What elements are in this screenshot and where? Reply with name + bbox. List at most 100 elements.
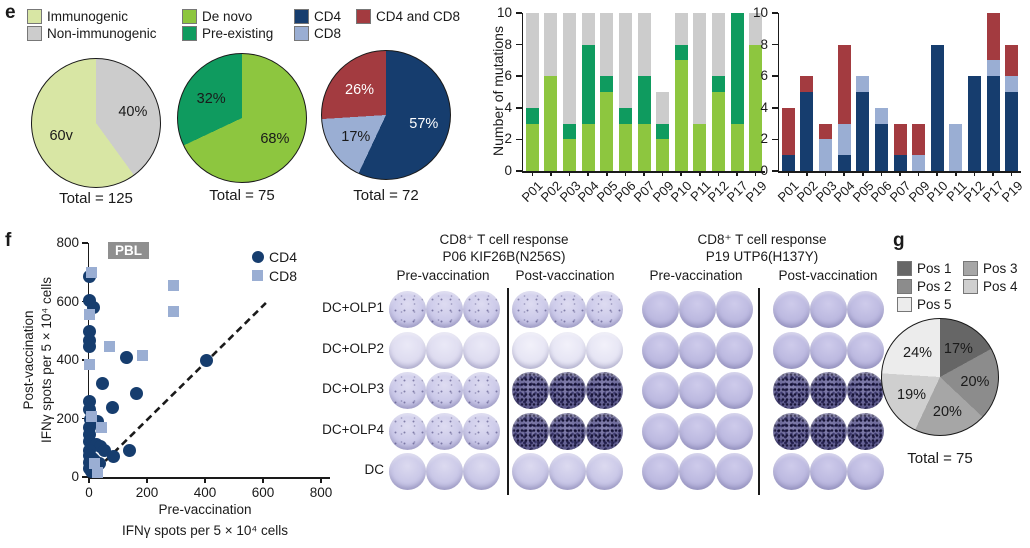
legend-item-label: Non-immunogenic — [47, 26, 157, 41]
elispot-well — [642, 332, 679, 369]
pie-immunogenicity: 40% 60v — [31, 58, 161, 188]
data-point-cd4 — [95, 376, 109, 390]
pie-slice-label-pos-1: 17% — [943, 340, 973, 357]
bar-segment-non-immunogenic — [656, 92, 670, 124]
x-tick-mark — [936, 171, 938, 176]
data-point-cd4 — [130, 386, 144, 400]
elispot-well — [679, 413, 716, 450]
positions-legend-item-pos-3: Pos 3 — [963, 260, 1029, 277]
x-tick-mark — [550, 171, 552, 176]
x-tick-mark — [992, 171, 994, 176]
bar-segment-de-novo — [544, 76, 558, 171]
elispot-well — [642, 291, 679, 328]
y-tick-mark — [516, 75, 522, 77]
legend-item-de-novo: De novo — [182, 8, 294, 25]
bar-segment-cd4-and-cd8 — [819, 123, 833, 140]
elispot-group1-title2: P06 KIF26B(N256S) — [442, 249, 566, 264]
elispot-well — [847, 453, 884, 490]
y-tick-label: 6 — [760, 68, 768, 84]
legend-item-non-immunogenic: Non-immunogenic — [27, 25, 182, 42]
pie-positions-total: Total = 75 — [907, 450, 973, 467]
elispot-well — [426, 413, 463, 450]
bar-segment-non-immunogenic — [618, 13, 632, 108]
elispot-well — [463, 453, 500, 490]
y-tick-label: 4 — [504, 99, 512, 115]
x-tick-mark — [736, 171, 738, 176]
bar-segment-cd8 — [1005, 76, 1019, 92]
y-tick-label: 10 — [752, 5, 768, 20]
elispot-well — [847, 372, 884, 409]
y-tick-mark — [516, 43, 522, 46]
bar-segment-de-novo — [711, 92, 725, 171]
x-tick-mark — [88, 477, 90, 483]
bar-segment-de-novo — [581, 123, 595, 171]
bar-segment-pre-existing — [637, 76, 651, 124]
y-tick-mark — [772, 107, 778, 109]
bar-segment-cd4 — [1005, 92, 1019, 171]
well-row-label: DC+OLP1 — [322, 300, 384, 315]
elispot-col-header-pre1: Pre-vaccination — [396, 268, 490, 283]
bar-segment-de-novo — [637, 123, 651, 171]
positions-legend-item-pos-2: Pos 2 — [897, 278, 963, 295]
bar-segment-cd4-and-cd8 — [800, 76, 814, 92]
bar-segment-cd8 — [986, 60, 1000, 77]
bar-segment-cd8 — [949, 123, 963, 171]
x-tick-mark — [606, 171, 608, 176]
elispot-well — [810, 332, 847, 369]
bar-segment-cd4 — [781, 155, 795, 171]
elispot-well — [716, 413, 753, 450]
x-tick-mark — [1010, 171, 1013, 176]
bar-segment-non-immunogenic — [637, 13, 651, 77]
legend-item-label: CD4 — [314, 9, 342, 24]
x-tick-mark — [862, 171, 864, 176]
y-tick-mark — [82, 476, 88, 478]
data-point-cd4 — [105, 401, 119, 415]
elispot-well — [512, 291, 549, 328]
elispot-well — [586, 453, 623, 490]
y-tick-mark — [82, 242, 88, 244]
data-point-cd8 — [167, 279, 179, 291]
elispot-well-grid: DC+OLP1 DC+OLP2 DC+OLP3 DC+OLP4 DC — [322, 228, 896, 528]
bar-segment-pre-existing — [525, 107, 539, 124]
x-tick-label: 200 — [135, 485, 159, 500]
pie-slice-label-pos-4: 19% — [897, 387, 927, 404]
elispot-well — [773, 453, 810, 490]
bar-segment-cd4-and-cd8 — [837, 44, 851, 124]
elispot-well — [549, 332, 586, 369]
positions-legend-label: Pos 1 — [917, 261, 952, 276]
pie-tcell-total: Total = 72 — [353, 187, 419, 204]
elispot-well — [549, 413, 586, 450]
cd8-swatch — [294, 26, 309, 41]
x-tick-mark — [643, 171, 645, 176]
bar-segment-cd4-and-cd8 — [781, 107, 795, 156]
elispot-well — [642, 453, 679, 490]
well-row-label: DC — [364, 462, 385, 477]
bar-segment-cd8 — [912, 155, 926, 171]
elispot-well — [389, 332, 426, 369]
x-tick-label: 0 — [85, 485, 93, 500]
bar-segment-non-immunogenic — [674, 13, 688, 45]
scatter-ylabel-line1: Post-vaccination — [21, 310, 36, 410]
bar-segment-pre-existing — [618, 107, 632, 124]
positions-legend-item-pos-4: Pos 4 — [963, 278, 1029, 295]
pos4-swatch — [963, 279, 978, 294]
bar-segment-cd4 — [986, 76, 1000, 171]
y-tick-label: 2 — [760, 131, 768, 147]
positions-legend-label: Pos 4 — [983, 279, 1018, 294]
legend-item-immunogenic: Immunogenic — [27, 8, 182, 25]
bar-segment-de-novo — [730, 123, 744, 171]
data-point-cd4 — [120, 351, 134, 365]
legend-item-pre-existing: Pre-existing — [182, 25, 294, 42]
elispot-well — [549, 291, 586, 328]
scatter-legend-cd8-label: CD8 — [269, 267, 298, 284]
scatter-pbl: PBL Post-vaccination IFNγ spots per 5 × … — [0, 228, 345, 548]
y-tick-mark — [516, 138, 522, 141]
y-tick-label: 0 — [760, 163, 768, 178]
elispot-well — [679, 372, 716, 409]
bar-segment-non-immunogenic — [563, 13, 577, 124]
pie-tcell: 57% 17% 26% — [321, 50, 451, 180]
elispot-well — [586, 372, 623, 409]
y-tick-mark — [772, 12, 778, 14]
y-tick-label: 4 — [760, 99, 768, 115]
bar-segment-pre-existing — [563, 123, 577, 140]
